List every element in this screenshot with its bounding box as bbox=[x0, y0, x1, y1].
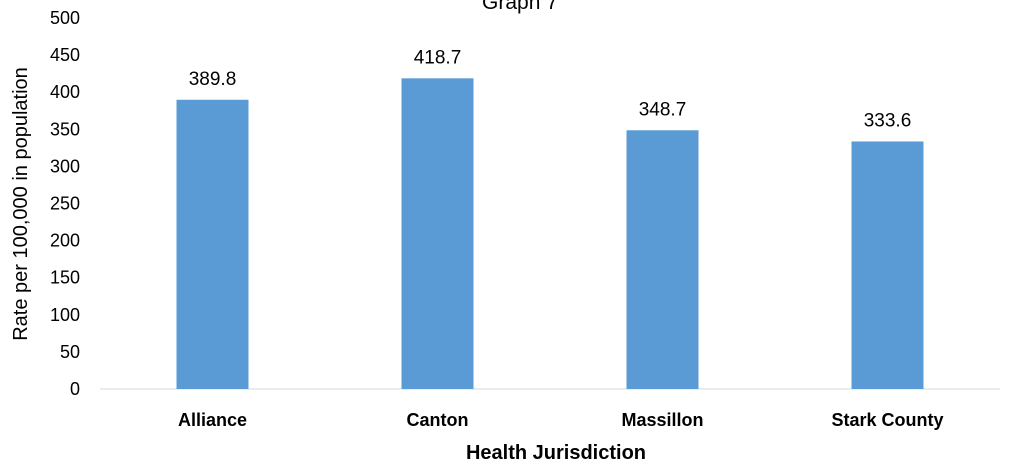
x-tick-label: Stark County bbox=[831, 410, 943, 430]
bar-value-label: 418.7 bbox=[414, 47, 462, 68]
x-axis-title: Health Jurisdiction bbox=[466, 442, 646, 461]
y-tick-label: 50 bbox=[60, 342, 80, 362]
y-tick-label: 450 bbox=[50, 45, 80, 65]
y-axis-title: Rate per 100,000 in population bbox=[10, 67, 32, 341]
y-tick-label: 150 bbox=[50, 268, 80, 288]
y-axis-ticks: 0 50 100 150 200 250 300 350 400 450 500 bbox=[50, 8, 80, 399]
bar bbox=[176, 99, 249, 389]
bar-value-labels: 389.8 418.7 348.7 333.6 bbox=[189, 47, 912, 131]
bar-value-label: 389.8 bbox=[189, 69, 237, 90]
bar-value-label: 333.6 bbox=[864, 110, 912, 131]
y-tick-label: 200 bbox=[50, 231, 80, 251]
x-tick-label: Massillon bbox=[621, 410, 703, 430]
y-tick-label: 500 bbox=[50, 8, 80, 28]
y-tick-label: 400 bbox=[50, 82, 80, 102]
y-tick-label: 300 bbox=[50, 156, 80, 176]
bar bbox=[626, 130, 699, 390]
bar-value-label: 348.7 bbox=[639, 99, 687, 120]
y-tick-label: 100 bbox=[50, 305, 80, 325]
x-tick-label: Canton bbox=[407, 410, 469, 430]
bars bbox=[176, 78, 924, 390]
x-tick-label: Alliance bbox=[178, 410, 247, 430]
chart-title: Graph 7 bbox=[482, 0, 558, 14]
y-tick-label: 250 bbox=[50, 194, 80, 214]
y-tick-label: 0 bbox=[70, 379, 80, 399]
bar bbox=[401, 78, 474, 390]
bar bbox=[851, 141, 924, 389]
x-axis-ticks: Alliance Canton Massillon Stark County bbox=[178, 410, 944, 430]
y-tick-label: 350 bbox=[50, 119, 80, 139]
